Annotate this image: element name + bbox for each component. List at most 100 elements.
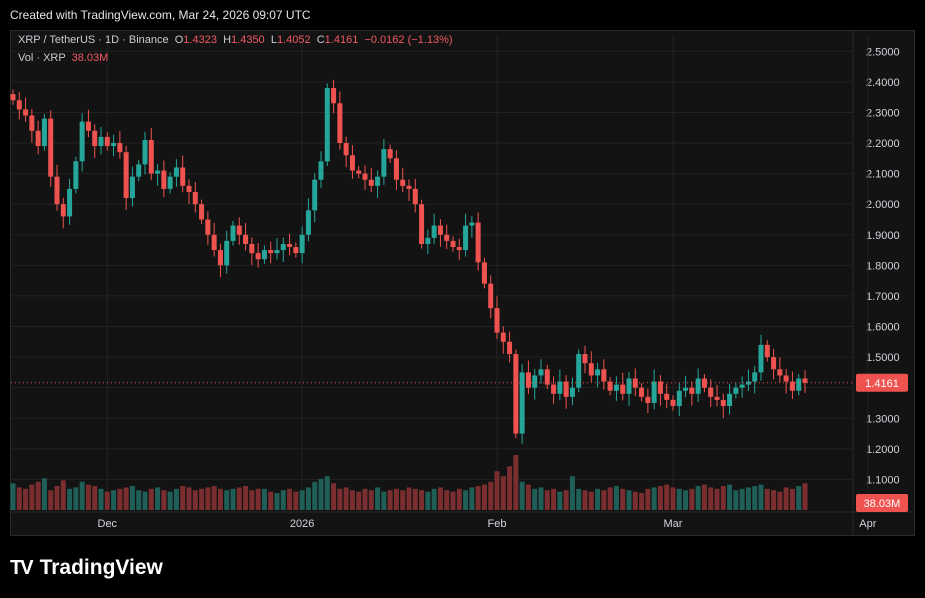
candle-body [727,393,733,407]
volume-bar [199,488,205,510]
x-tick-label: 2026 [290,518,314,530]
tradingview-brand[interactable]: TV TradingView [10,556,163,580]
candle-body [425,237,431,244]
volume-bar [582,490,588,510]
legend-symbol[interactable]: XRP / TetherUS · 1D · Binance [18,34,169,46]
candle-body [167,176,173,189]
candle-body [205,219,211,235]
volume-bar [136,490,142,510]
y-tick-label: 2.5000 [866,46,900,58]
chart-panel[interactable] [10,30,915,536]
candle-body [35,130,41,147]
volume-bar [444,490,450,510]
volume-bar [98,488,104,510]
candle-body [230,225,236,241]
candle-body [701,378,707,388]
volume-bar [588,491,594,510]
candle-body [456,247,462,251]
volume-bar [632,491,638,510]
volume-bar [689,488,695,510]
candle-body [481,262,487,284]
volume-bar [29,484,35,510]
volume-bar [155,487,161,510]
volume-bar [664,484,670,510]
candle-body [318,161,324,180]
volume-bar [494,471,500,510]
volume-bar [211,486,217,510]
volume-bar [60,480,66,510]
volume-bar [180,486,186,510]
candle-body [79,121,85,162]
candle-body [758,344,764,373]
candle-body [305,210,311,235]
volume-bar [639,493,645,510]
volume-bar [293,491,299,510]
volume-bar [752,486,758,510]
y-tick-label: 1.8000 [866,260,900,272]
candle-body [117,143,123,153]
volume-bar [249,490,255,510]
candle-body [293,247,299,254]
candle-body [180,167,186,186]
candle-body [400,179,406,186]
volume-bar [431,488,437,510]
volume-bar [802,483,808,510]
candle-body [123,152,129,199]
y-tick-label: 1.5000 [866,352,900,364]
volume-bar [205,487,211,510]
candle-body [620,384,626,394]
legend-high-label: H [223,34,232,46]
candle-body [601,369,607,382]
candle-body [783,375,789,382]
volume-bar [73,487,79,510]
volume-bar [607,487,613,510]
candle-body [720,399,726,407]
candle-body [199,204,205,220]
candle-body [689,387,695,394]
candle-body [381,149,387,177]
volume-bar [513,455,519,510]
candle-body [500,332,506,342]
volume-bar [111,490,117,510]
y-tick-label: 1.3000 [866,413,900,425]
candle-body [513,354,519,434]
candle-body [41,118,47,147]
volume-bar [268,491,274,510]
candle-body [525,372,531,388]
volume-bar [312,481,318,510]
volume-bar [551,488,557,510]
candle-body [255,253,261,260]
candle-body [211,234,217,251]
candle-body [469,222,475,226]
candle-body [463,225,469,251]
legend-close-label: C [316,34,325,46]
candle-body [29,115,35,131]
volume-bar [645,488,651,510]
volume-bar [626,490,632,510]
volume-bar [412,488,418,510]
volume-bar [595,488,601,510]
candle-body [419,204,425,244]
candle-body [544,369,550,385]
candle-body [595,369,601,376]
volume-bar [10,483,16,510]
volume-bar [85,484,91,510]
candle-body [343,143,349,156]
candle-body [507,341,513,355]
volume-bar [92,486,98,510]
candle-body [739,384,745,388]
volume-bar [463,490,469,510]
candle-body [362,173,368,180]
candle-body [582,354,588,364]
y-tick-label: 2.1000 [866,169,900,181]
candle-body [532,375,538,388]
volume-legend-label[interactable]: Vol · XRP [18,52,66,64]
candle-body [173,167,179,177]
candle-body [312,179,318,211]
volume-bar [733,490,739,510]
volume-bar [764,488,770,510]
price-badge-label: 1.4161 [865,378,899,390]
volume-bar [745,487,751,510]
volume-bar [236,487,242,510]
